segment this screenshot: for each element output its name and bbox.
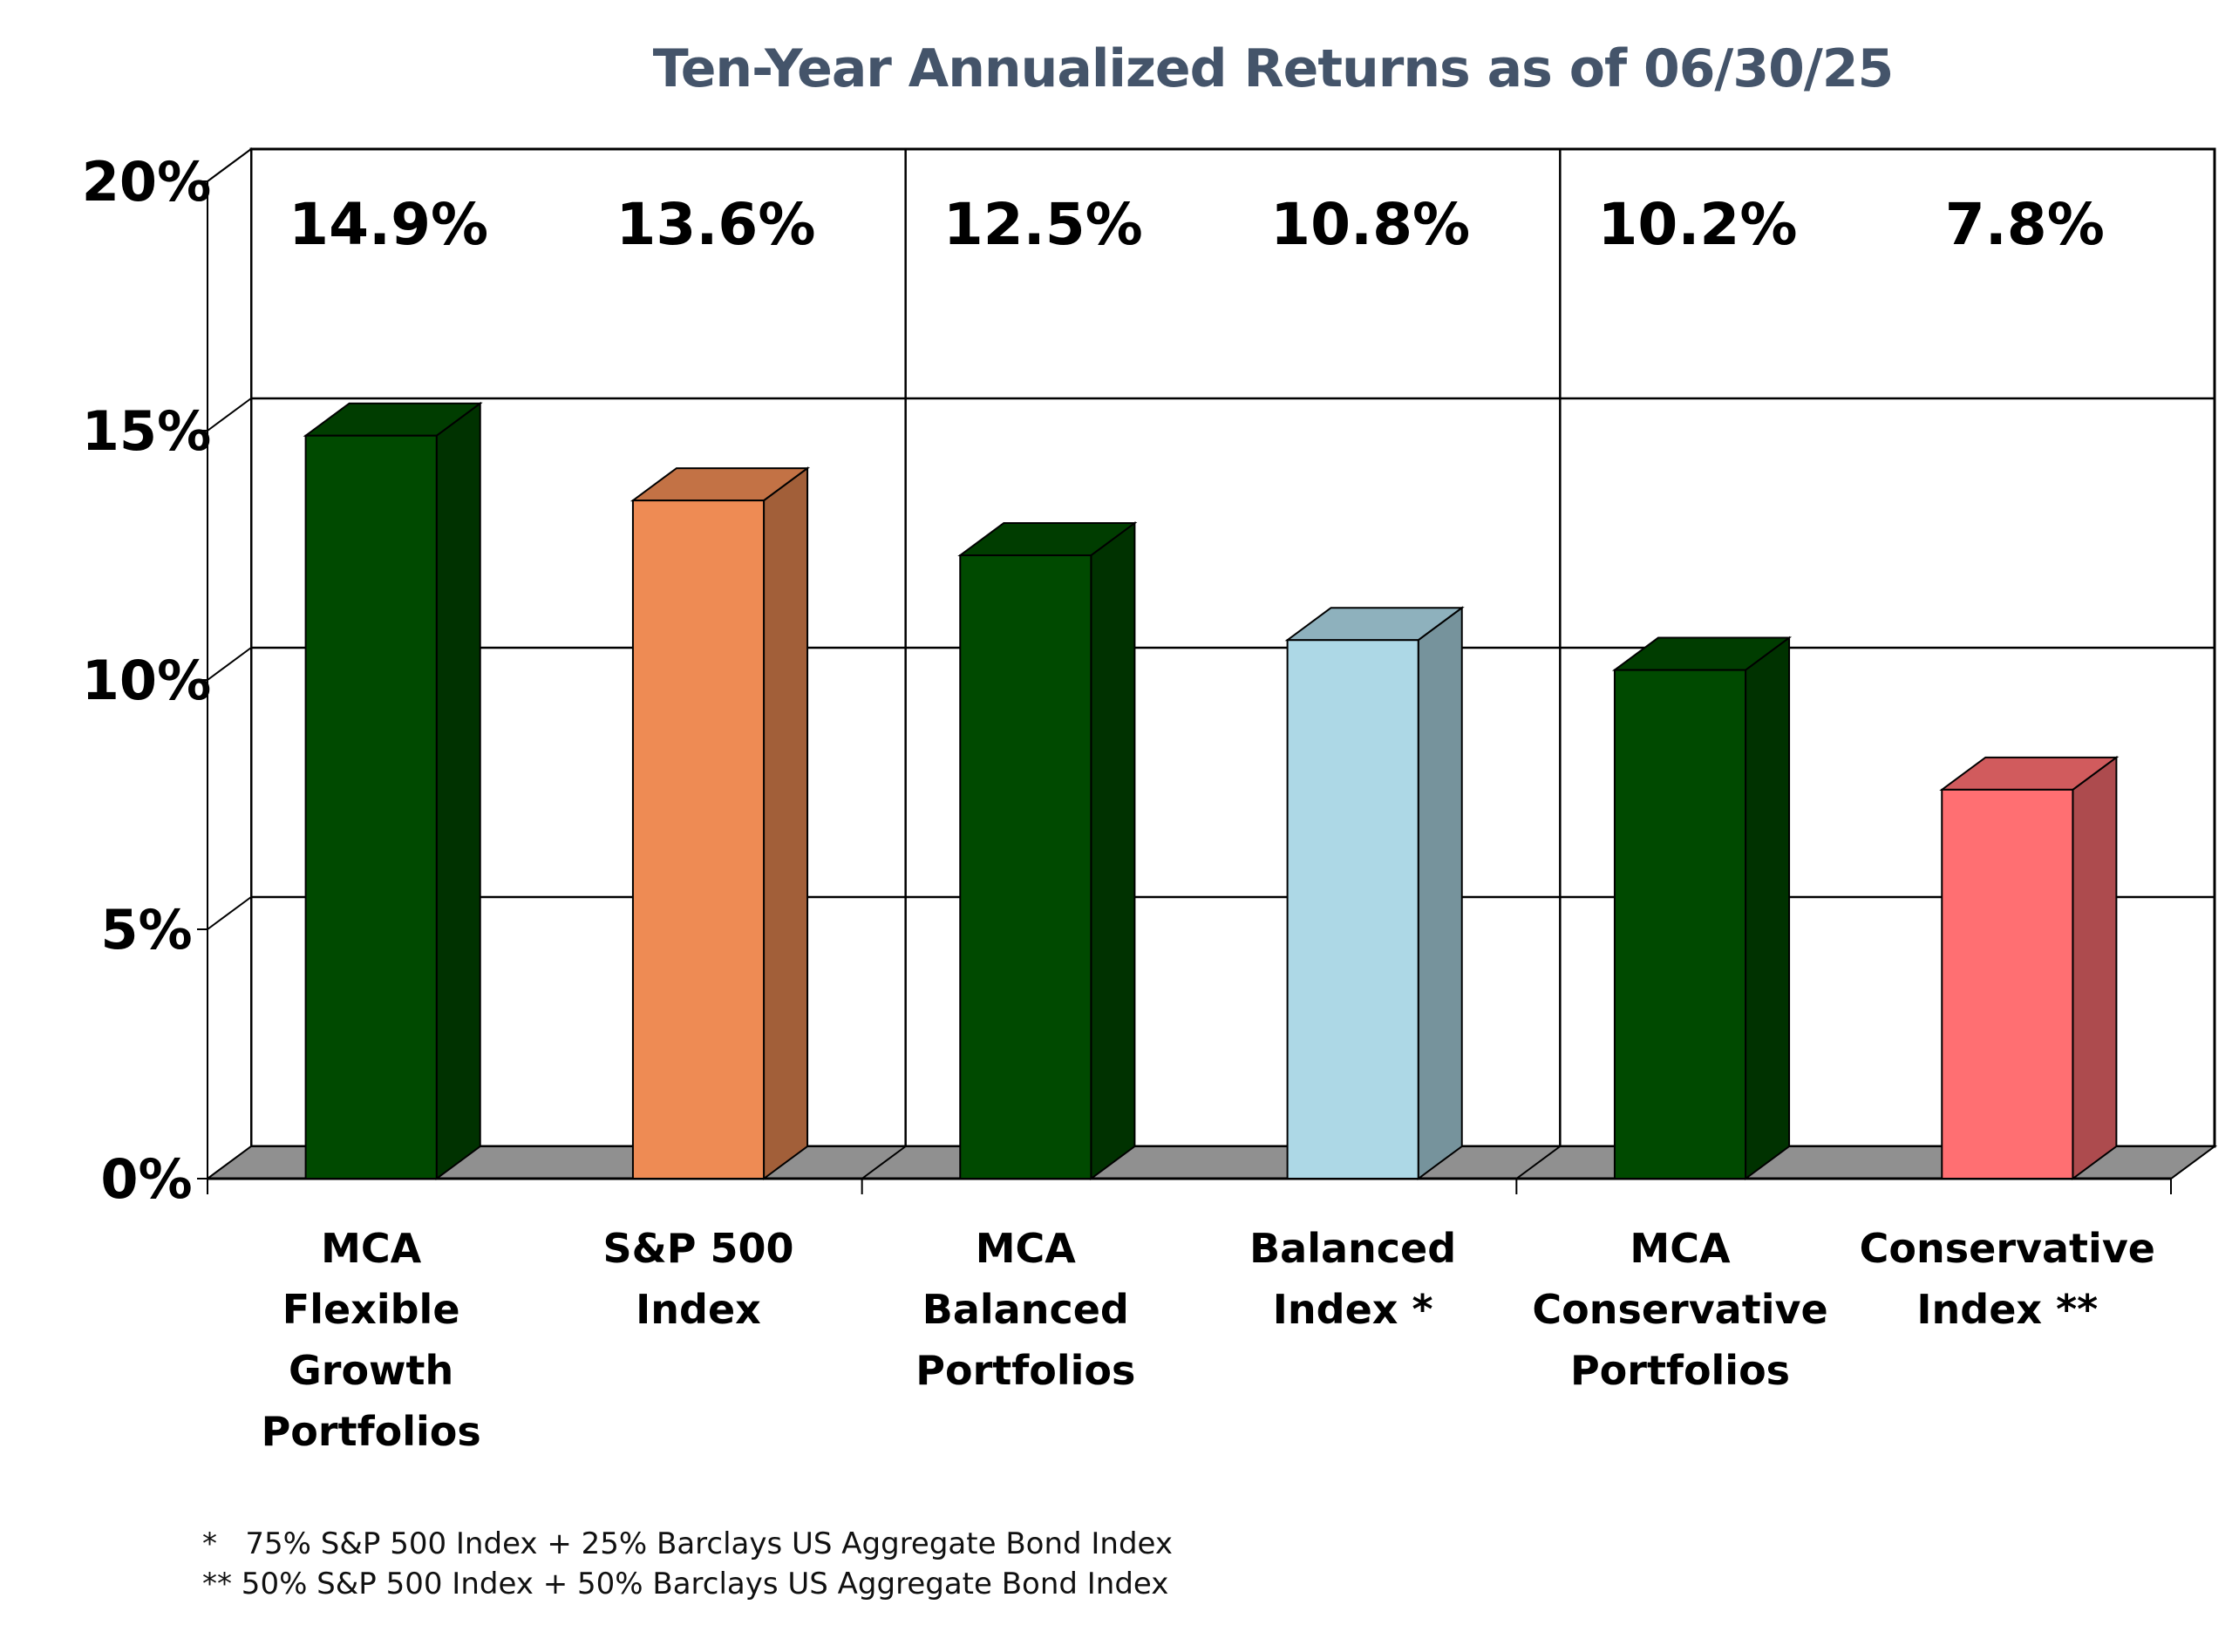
footnote-2: ** 50% S&P 500 Index + 50% Barclays US A… — [202, 1567, 1169, 1601]
data-label: 14.9% — [289, 191, 488, 258]
data-label: 10.8% — [1270, 191, 1470, 258]
category-label: Index ** — [1916, 1286, 2098, 1333]
bar — [1286, 639, 1419, 1180]
category-label: MCA — [1630, 1225, 1731, 1272]
category-label: Conservative — [1860, 1225, 2155, 1272]
gridline-side — [207, 148, 252, 182]
bar — [304, 434, 438, 1180]
category-label: MCA — [321, 1225, 422, 1272]
gridline-side — [207, 896, 252, 930]
bar — [1613, 669, 1747, 1180]
data-label: 10.2% — [1598, 191, 1798, 258]
category-label: Balanced — [1249, 1225, 1456, 1272]
bar-side — [435, 401, 481, 1180]
y-tick-label: 20% — [82, 150, 211, 214]
bar — [959, 554, 1092, 1180]
category-label: Index — [636, 1286, 761, 1333]
bar-side — [1417, 606, 1463, 1180]
bar-side — [1745, 636, 1791, 1180]
bar-side — [1090, 521, 1136, 1180]
y-tick-label: 10% — [82, 649, 211, 712]
bar-side — [763, 466, 809, 1180]
category-label: Portfolios — [262, 1408, 481, 1455]
category-label: Flexible — [282, 1286, 460, 1333]
y-tick-label: 15% — [82, 399, 211, 463]
bar — [631, 500, 766, 1180]
group-divider-floor — [861, 1146, 907, 1180]
bar — [1941, 788, 2074, 1180]
category-label: Balanced — [922, 1286, 1129, 1333]
category-label: Conservative — [1532, 1286, 1827, 1333]
bar-side — [2072, 755, 2118, 1180]
footnote-1: * 75% S&P 500 Index + 25% Barclays US Ag… — [202, 1526, 1173, 1561]
chart-title: Ten-Year Annualized Returns as of 06/30/… — [652, 38, 1895, 99]
category-label: Portfolios — [1570, 1347, 1790, 1394]
category-label: Index * — [1273, 1286, 1433, 1333]
data-label: 13.6% — [616, 191, 816, 258]
category-label: Portfolios — [915, 1347, 1135, 1394]
data-label: 12.5% — [943, 191, 1143, 258]
y-tick-label: 5% — [100, 898, 192, 962]
category-label: Growth — [289, 1347, 453, 1394]
category-label: S&P 500 — [603, 1225, 794, 1272]
y-tick-label: 0% — [100, 1147, 192, 1211]
category-label: MCA — [976, 1225, 1077, 1272]
group-divider-floor — [1515, 1146, 1561, 1180]
chart-floor-top — [204, 1146, 2218, 1180]
gridline-side — [207, 647, 252, 681]
gridline-side — [207, 398, 252, 432]
footnotes: * 75% S&P 500 Index + 25% Barclays US Ag… — [202, 1524, 1173, 1604]
data-label: 7.8% — [1945, 191, 2105, 258]
